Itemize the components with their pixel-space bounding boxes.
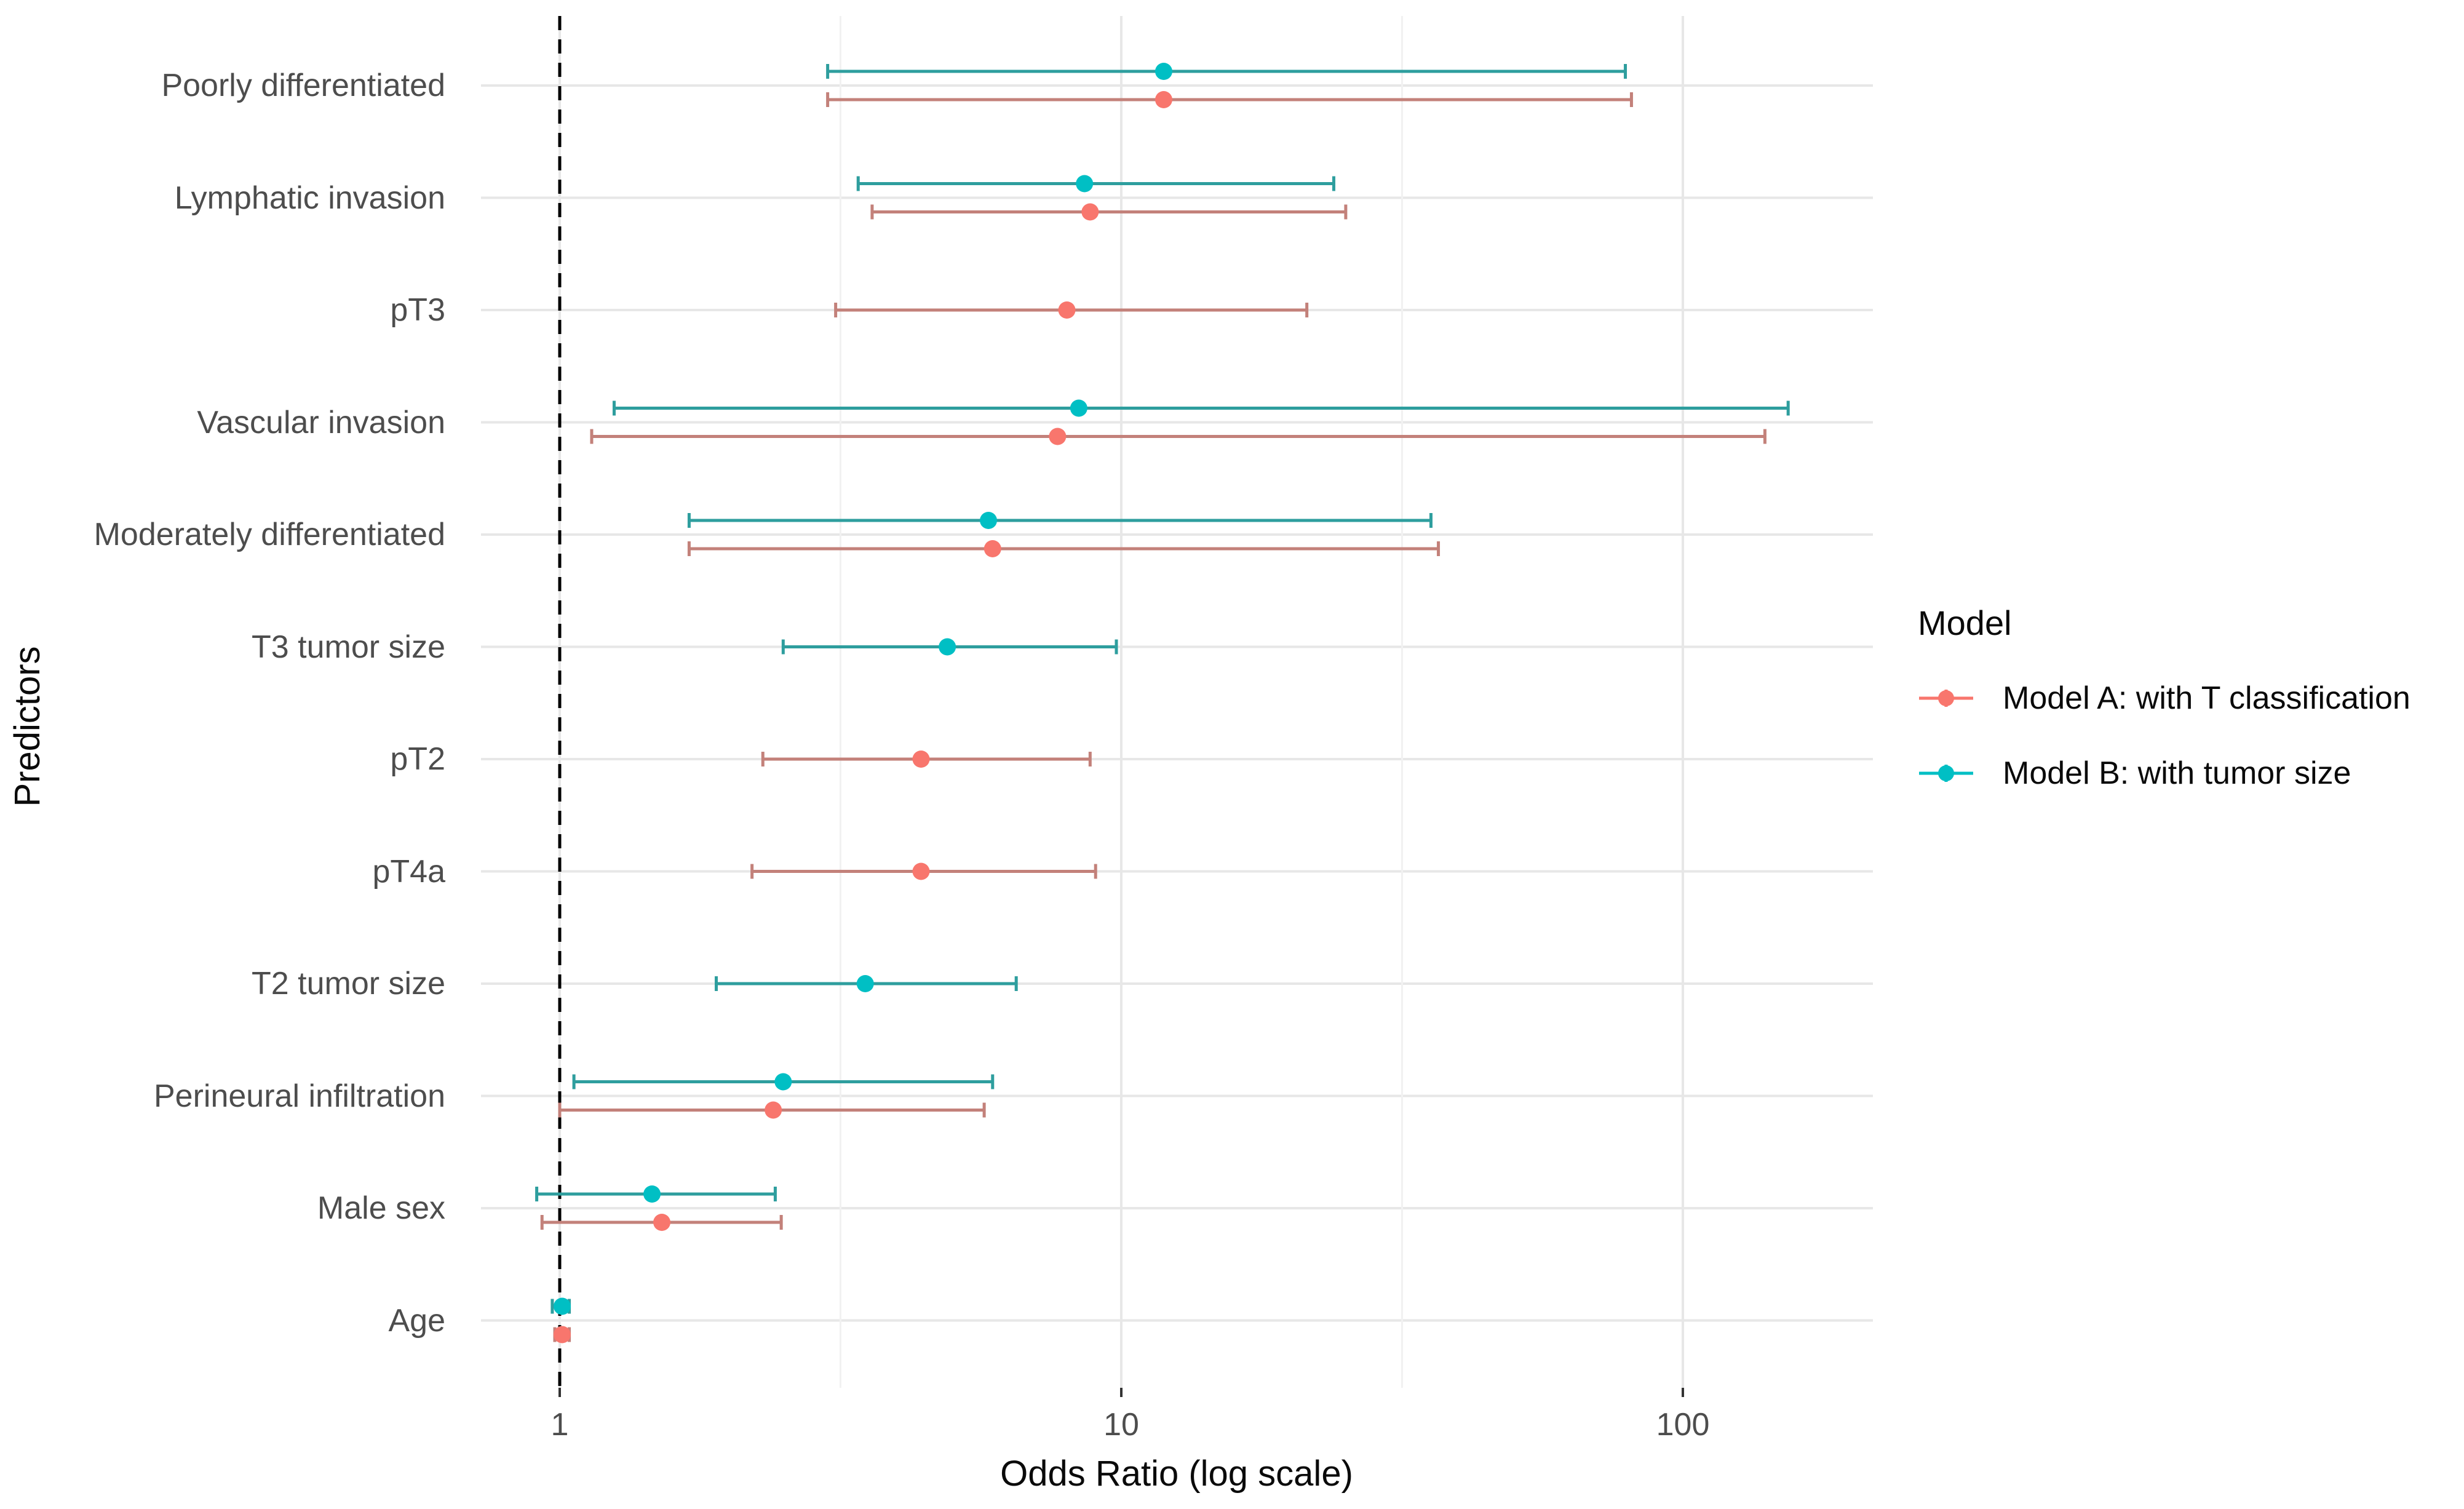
- or-point: [1070, 399, 1087, 417]
- or-point: [553, 1326, 571, 1344]
- or-point: [912, 862, 930, 880]
- y-axis-label: Poorly differentiated: [161, 68, 445, 103]
- legend: Model Model A: with T classification Mode…: [1918, 603, 2459, 825]
- or-point: [980, 512, 998, 529]
- x-axis-tick-label: 1: [550, 1407, 569, 1443]
- x-axis-tick-label: 100: [1656, 1407, 1710, 1443]
- y-axis-label: pT2: [390, 741, 445, 777]
- legend-title: Model: [1918, 603, 2012, 642]
- legend-key-icon: [1919, 690, 1973, 707]
- or-point: [939, 638, 956, 656]
- or-point: [984, 540, 1001, 557]
- or-point: [653, 1214, 671, 1231]
- y-axis-label: Moderately differentiated: [93, 517, 445, 552]
- legend-item-label: Model A: with T classification: [2003, 680, 2410, 716]
- or-point: [856, 975, 874, 992]
- or-point: [765, 1101, 782, 1119]
- or-point: [1076, 175, 1094, 193]
- or-point: [774, 1073, 792, 1091]
- y-axis-label: pT4a: [372, 853, 445, 890]
- x-axis-tick-label: 10: [1103, 1407, 1139, 1443]
- or-point: [912, 751, 930, 768]
- y-axis-label: Age: [388, 1302, 445, 1339]
- y-axis-label: T2 tumor size: [252, 966, 445, 1001]
- legend-items: Model A: with T classification Model B: w…: [1918, 675, 2459, 797]
- legend-key-icon: [1919, 765, 1973, 782]
- y-axis-label: Perineural infiltration: [153, 1078, 445, 1114]
- y-axis-label: T3 tumor size: [252, 629, 445, 665]
- or-point: [553, 1297, 571, 1315]
- y-axis-label: Male sex: [317, 1190, 445, 1226]
- or-point: [1049, 428, 1067, 445]
- y-axis-label: pT3: [390, 292, 445, 328]
- y-axis-label: Lymphatic invasion: [174, 180, 445, 216]
- or-point: [1081, 203, 1099, 221]
- x-axis-title: Odds Ratio (log scale): [1000, 1454, 1353, 1494]
- or-point: [643, 1185, 661, 1203]
- legend-item: Model A: with T classification: [1918, 675, 2459, 722]
- y-axis-label: Vascular invasion: [197, 404, 445, 440]
- legend-item: Model B: with tumor size: [1918, 750, 2459, 797]
- or-point: [1155, 91, 1172, 108]
- legend-item-label: Model B: with tumor size: [2003, 755, 2351, 791]
- or-point: [1155, 63, 1172, 80]
- or-point: [1058, 301, 1076, 319]
